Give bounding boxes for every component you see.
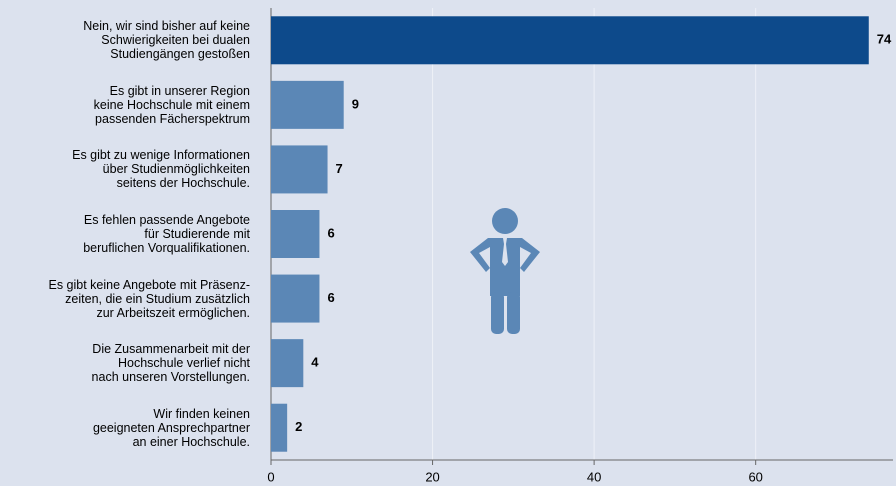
bar [271, 210, 320, 258]
value-label: 6 [327, 290, 334, 305]
y-tick-label: Es gibt keine Angebote mit Präsenz- zeit… [48, 277, 250, 320]
y-tick-label: Die Zusammenarbeit mit der Hochschule ve… [91, 342, 250, 385]
x-tick-label: 0 [267, 469, 274, 484]
x-tick-label: 60 [748, 469, 762, 484]
bar [271, 80, 344, 129]
value-label: 4 [311, 355, 319, 370]
value-label: 74 [877, 32, 892, 47]
bar [271, 16, 869, 65]
bar [271, 274, 320, 323]
person-icon [470, 208, 540, 334]
x-tick-label: 20 [425, 469, 439, 484]
y-tick-label: Es gibt in unserer Region keine Hochschu… [93, 83, 250, 126]
y-tick-label: Es fehlen passende Angebote für Studiere… [83, 213, 250, 255]
value-label: 2 [295, 419, 302, 434]
y-tick-label: Es gibt zu wenige Informationen über Stu… [72, 148, 250, 191]
value-label: 6 [327, 225, 334, 240]
value-label: 9 [352, 96, 359, 111]
bar [271, 145, 328, 194]
bar [271, 339, 304, 388]
y-tick-label: Nein, wir sind bisher auf keine Schwieri… [83, 19, 250, 62]
y-tick-label: Wir finden keinen geeigneten Ansprechpar… [92, 406, 250, 449]
bar [271, 403, 288, 452]
value-label: 7 [336, 161, 343, 176]
x-tick-label: 40 [587, 469, 601, 484]
